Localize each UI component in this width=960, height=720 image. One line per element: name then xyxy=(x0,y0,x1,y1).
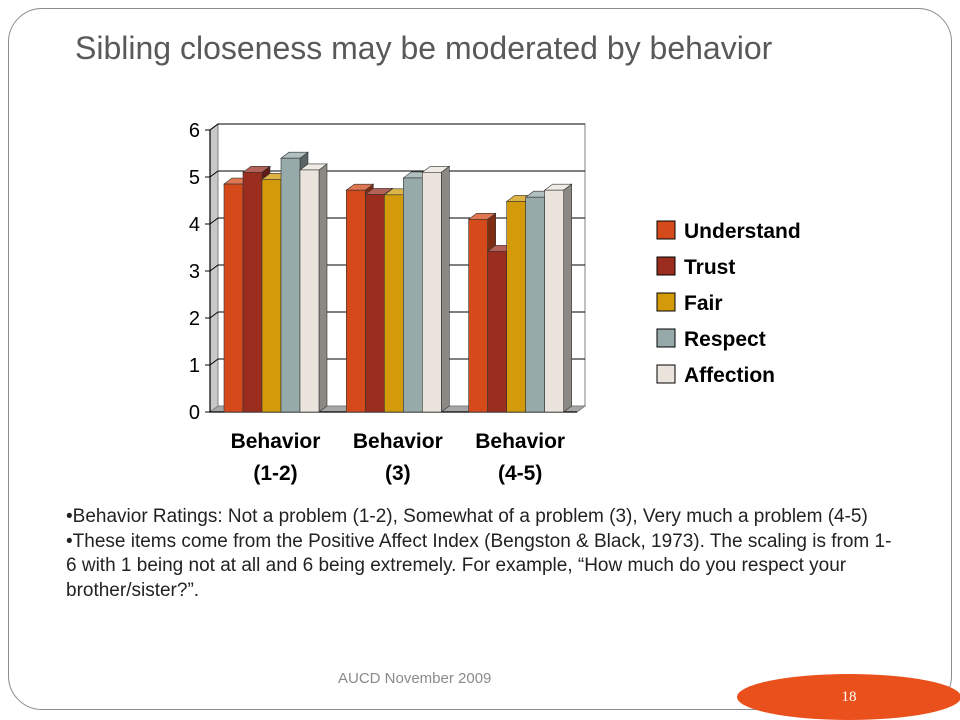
slide-frame xyxy=(8,8,952,710)
y-tick-label-1: 1 xyxy=(189,355,200,377)
y-tick-label-3: 3 xyxy=(189,261,200,283)
gridline-side-1 xyxy=(209,358,219,366)
x-label-2-line-2: (3) xyxy=(385,462,411,485)
legend-label-trust: Trust xyxy=(684,256,735,279)
gridline-side-3 xyxy=(209,264,219,272)
y-tick-label-6: 6 xyxy=(189,120,200,142)
page-number-badge: 18 xyxy=(737,674,960,720)
bars xyxy=(223,151,573,413)
legend: Understand Trust Fair Respect Affection xyxy=(656,220,801,387)
y-tick-label-5: 5 xyxy=(189,167,200,189)
y-tick-label-2: 2 xyxy=(189,308,200,330)
notes: •Behavior Ratings: Not a problem (1-2), … xyxy=(66,505,896,603)
x-label-3-line-2: (4-5) xyxy=(498,462,542,485)
bar-affection-1 xyxy=(299,163,328,413)
x-axis-labels: Behavior (1-2) Behavior (3) Behavior (4-5) xyxy=(231,430,566,485)
page-number: 18 xyxy=(841,688,857,705)
legend-swatch-affection xyxy=(656,364,676,384)
legend-label-affection: Affection xyxy=(684,364,775,387)
x-label-2-line-1: Behavior xyxy=(353,430,443,453)
legend-label-understand: Understand xyxy=(684,220,801,243)
legend-swatch-fair xyxy=(656,292,676,312)
legend-label-fair: Fair xyxy=(684,292,723,315)
gridline-side-2 xyxy=(209,311,219,319)
x-label-3-line-1: Behavior xyxy=(475,430,565,453)
legend-swatch-understand xyxy=(656,220,676,240)
x-label-1-line-1: Behavior xyxy=(231,430,321,453)
x-label-1-line-2: (1-2) xyxy=(253,462,297,485)
legend-swatch-trust xyxy=(656,256,676,276)
note-behavior-ratings: •Behavior Ratings: Not a problem (1-2), … xyxy=(66,506,868,527)
note-positive-affect-index: •These items come from the Positive Affe… xyxy=(66,530,892,601)
gridline-side-4 xyxy=(209,217,219,225)
y-tick-label-0: 0 xyxy=(189,402,200,424)
y-tick-label-4: 4 xyxy=(189,214,200,236)
legend-swatch-respect xyxy=(656,328,676,348)
slide-title: Sibling closeness may be moderated by be… xyxy=(75,30,773,66)
legend-label-respect: Respect xyxy=(684,328,766,351)
gridline-side-5 xyxy=(209,170,219,178)
footer-text: AUCD November 2009 xyxy=(338,670,492,687)
gridline-side-6 xyxy=(209,123,219,131)
bar-affection-2 xyxy=(421,165,451,413)
bar-affection-3 xyxy=(543,183,573,413)
